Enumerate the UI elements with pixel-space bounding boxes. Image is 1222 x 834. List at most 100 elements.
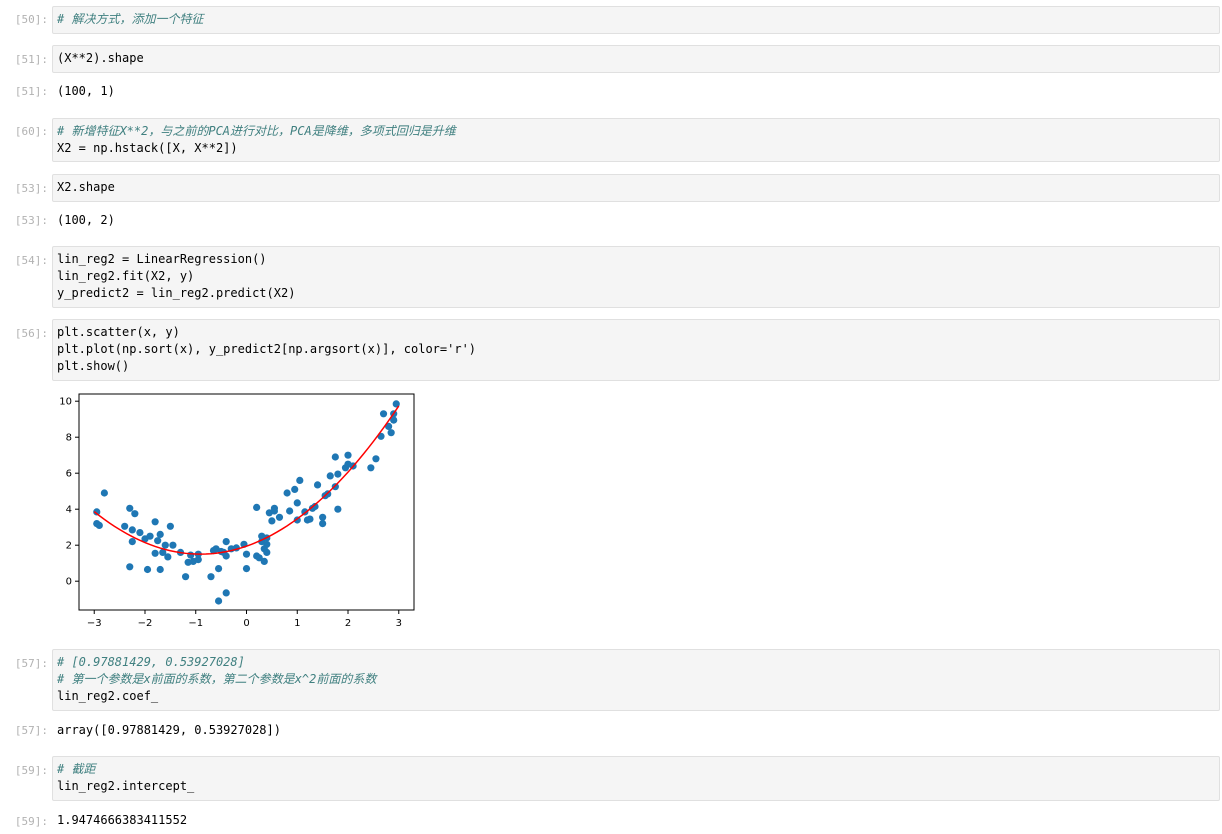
code-line: plt.show() — [57, 359, 130, 373]
scatter-point — [159, 548, 167, 556]
scatter-point — [222, 538, 230, 546]
input-prompt: [54]: — [14, 254, 48, 267]
scatter-point — [156, 530, 164, 538]
scatter-point — [344, 451, 352, 459]
code-line: plt.plot(np.sort(x), y_predict2[np.argso… — [57, 342, 477, 356]
x-tick-label: 0 — [243, 618, 249, 629]
code-cell-51[interactable]: (X**2).shape — [52, 45, 1220, 73]
code-line: # 截距 — [57, 762, 96, 776]
scatter-point — [151, 518, 159, 526]
scatter-point — [214, 565, 223, 573]
scatter-point — [121, 522, 129, 530]
code-line: plt.scatter(x, y) — [57, 325, 180, 339]
input-prompt: [50]: — [14, 13, 48, 26]
scatter-point — [296, 476, 304, 484]
scatter-point — [95, 521, 103, 529]
input-prompt: [56]: — [14, 327, 48, 340]
scatter-point — [128, 538, 136, 546]
input-prompt: [53]: — [14, 182, 48, 195]
code-line: # 第一个参数是x前面的系数，第二个参数是x^2前面的系数 — [57, 672, 377, 686]
cell-output: (100, 2) — [57, 213, 115, 227]
scatter-point — [326, 472, 334, 480]
scatter-point — [306, 515, 314, 523]
scatter-point — [372, 455, 380, 463]
code-line: # 新增特征X**2，与之前的PCA进行对比，PCA是降维，多项式回归是升维 — [57, 124, 456, 138]
scatter-point — [331, 483, 339, 491]
scatter-point — [334, 470, 342, 478]
output-prompt: [51]: — [14, 85, 48, 98]
y-tick-label: 8 — [66, 433, 72, 444]
scatter-point — [387, 429, 395, 437]
scatter-point — [334, 505, 342, 513]
scatter-point — [136, 529, 144, 537]
code-line: lin_reg2 = LinearRegression() — [57, 252, 267, 266]
scatter-point — [331, 453, 339, 461]
y-tick-label: 4 — [66, 505, 72, 516]
code-cell-56[interactable]: plt.scatter(x, y) plt.plot(np.sort(x), y… — [52, 319, 1220, 381]
code-cell-59[interactable]: # 截距 lin_reg2.intercept_ — [52, 756, 1220, 801]
scatter-point — [286, 507, 294, 515]
scatter-point — [242, 565, 251, 573]
cell-output: 1.9474666383411552 — [57, 813, 188, 827]
scatter-point — [222, 552, 230, 560]
scatter-point — [263, 548, 271, 556]
scatter-point — [156, 565, 164, 574]
x-tick-label: 3 — [396, 618, 402, 629]
input-prompt: [51]: — [14, 53, 48, 66]
scatter-point — [100, 489, 108, 497]
output-prompt: [57]: — [14, 724, 48, 737]
code-line: y_predict2 = lin_reg2.predict(X2) — [57, 286, 296, 300]
scatter-point — [293, 499, 301, 507]
x-tick-label: 1 — [294, 618, 300, 629]
scatter-point — [283, 489, 291, 497]
scatter-point — [187, 551, 195, 559]
scatter-point — [164, 553, 172, 561]
code-cell-53[interactable]: X2.shape — [52, 174, 1220, 202]
scatter-point — [151, 549, 159, 557]
scatter-point — [253, 503, 261, 511]
scatter-point — [270, 507, 279, 515]
scatter-point — [319, 520, 327, 528]
code-cell-50[interactable]: # 解决方式，添加一个特征 — [52, 6, 1220, 34]
regression-fit-line — [93, 405, 400, 555]
scatter-point — [131, 510, 139, 518]
code-line: lin_reg2.intercept_ — [57, 779, 195, 793]
y-tick-label: 2 — [66, 541, 72, 552]
code-line: (X**2).shape — [57, 51, 144, 65]
x-tick-label: −1 — [188, 618, 203, 629]
code-cell-57[interactable]: # [0.97881429, 0.53927028] # 第一个参数是x前面的系… — [52, 649, 1220, 711]
code-cell-54[interactable]: lin_reg2 = LinearRegression() lin_reg2.f… — [52, 246, 1220, 308]
scatter-point — [128, 526, 136, 534]
scatter-point — [367, 464, 375, 472]
y-tick-label: 10 — [59, 397, 72, 408]
scatter-point — [143, 565, 152, 574]
y-tick-label: 6 — [66, 469, 72, 480]
scatter-plot-output: 0 2 4 6 8 10 −3 −2 −1 0 1 2 3 — [59, 393, 415, 629]
scatter-point — [169, 541, 177, 549]
scatter-point — [379, 410, 388, 418]
code-line: lin_reg2.coef_ — [57, 689, 159, 703]
scatter-point — [222, 589, 230, 597]
input-prompt: [59]: — [14, 764, 48, 777]
code-line: # [0.97881429, 0.53927028] — [57, 655, 245, 669]
scatter-point — [242, 550, 251, 558]
input-prompt: [60]: — [14, 125, 48, 138]
cell-output: array([0.97881429, 0.53927028]) — [57, 723, 281, 737]
scatter-point — [93, 508, 101, 516]
scatter-point — [260, 557, 268, 565]
output-prompt: [53]: — [14, 214, 48, 227]
scatter-point — [313, 481, 322, 489]
scatter-point — [154, 537, 162, 545]
code-line: X2 = np.hstack([X, X**2]) — [57, 141, 238, 155]
scatter-point — [161, 541, 169, 549]
x-tick-label: −2 — [138, 618, 153, 629]
plot-frame — [78, 393, 415, 611]
cell-output: (100, 1) — [57, 84, 115, 98]
code-line: X2.shape — [57, 180, 115, 194]
y-tick-label: 0 — [66, 577, 72, 588]
scatter-point — [126, 563, 134, 571]
scatter-point — [311, 502, 319, 511]
scatter-point — [126, 504, 134, 512]
code-cell-60[interactable]: # 新增特征X**2，与之前的PCA进行对比，PCA是降维，多项式回归是升维 X… — [52, 118, 1220, 162]
scatter-point — [319, 513, 327, 521]
